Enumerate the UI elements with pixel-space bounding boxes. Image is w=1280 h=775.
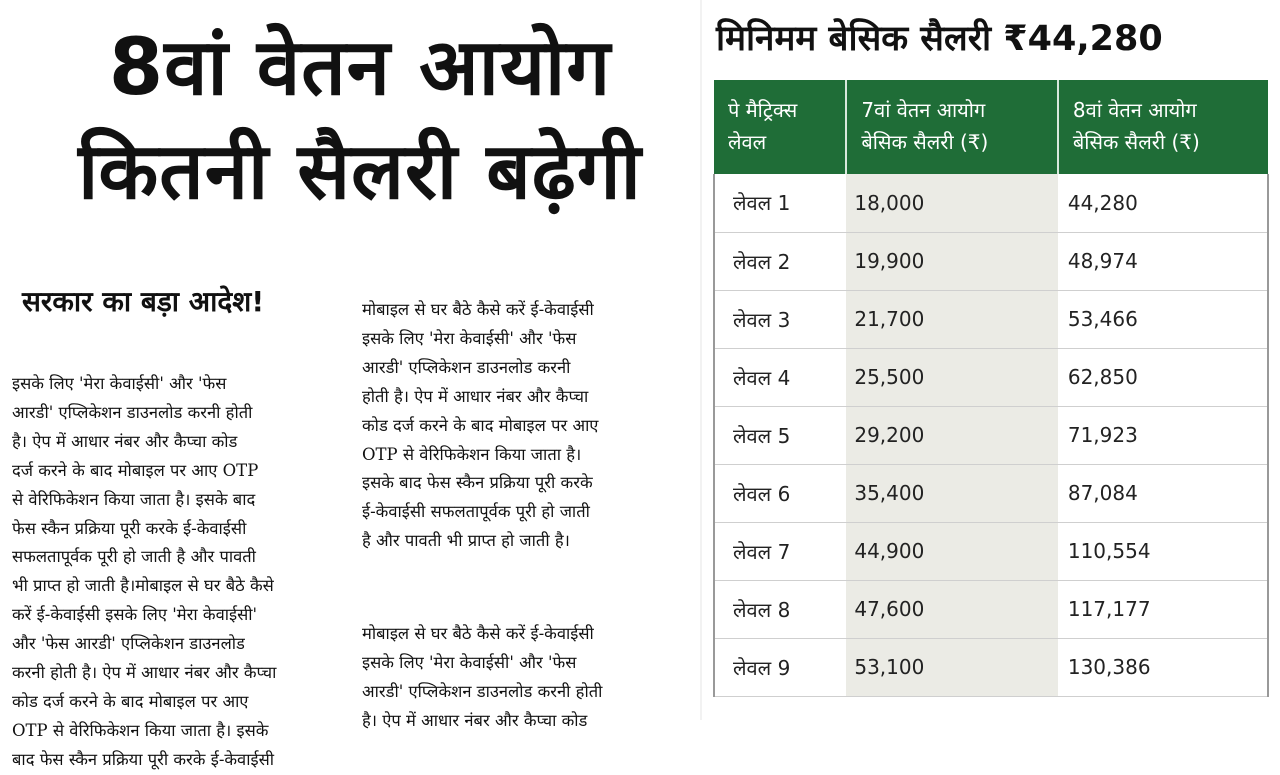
level-cell: लेवल 1 [712, 174, 847, 233]
level-cell: लेवल 5 [712, 406, 847, 465]
column-header: 7वां वेतन आयोग बेसिक सैलरी (₹) [846, 80, 1059, 174]
table-row: लेवल 2 19,900 48,974 [712, 232, 1270, 291]
article-column-2: मोबाइल से घर बैठे कैसे करें ई-केवाईसी इसक… [362, 296, 598, 556]
pay7-cell: 25,500 [846, 348, 1058, 407]
pay8-cell: 117,177 [1057, 580, 1270, 639]
pay8-cell: 53,466 [1057, 290, 1270, 349]
text-line: कोड दर्ज करने के बाद मोबाइल पर आए [362, 415, 599, 435]
level-cell: लेवल 8 [712, 580, 847, 639]
pay7-cell: 35,400 [846, 464, 1058, 523]
level-cell: लेवल 7 [712, 522, 847, 581]
text-line: इसके बाद फेस स्कैन प्रक्रिया पूरी करके [362, 473, 593, 493]
pay7-cell: 18,000 [846, 174, 1058, 233]
text-line: है और पावती भी प्राप्त हो जाती है। [362, 531, 570, 551]
pay7-cell: 44,900 [846, 522, 1058, 581]
text-line: ई-केवाईसी सफलतापूर्वक पूरी हो जाती [362, 502, 590, 522]
subheading: सरकार का बड़ा आदेश! [22, 285, 265, 318]
text-line: इसके लिए 'मेरा केवाईसी' और 'फेस [362, 328, 577, 348]
level-cell: लेवल 9 [712, 638, 847, 697]
text-line: बाद फेस स्कैन प्रक्रिया पूरी करके ई-केवा… [12, 749, 275, 769]
headline-line-1: 8वां वेतन आयोग [108, 23, 612, 113]
level-cell: लेवल 2 [712, 232, 847, 291]
level-cell: लेवल 6 [712, 464, 847, 523]
text-line: दर्ज करने के बाद मोबाइल पर आए OTP [12, 460, 259, 480]
table-row: लेवल 3 21,700 53,466 [712, 290, 1270, 349]
level-cell: लेवल 4 [712, 348, 847, 407]
pay8-cell: 62,850 [1057, 348, 1270, 407]
column-header: पे मैट्रिक्स लेवल [714, 80, 848, 174]
pay7-cell: 53,100 [846, 638, 1058, 697]
article-column-3: मोबाइल से घर बैठे कैसे करें ई-केवाईसी इसक… [362, 620, 602, 736]
column-divider [700, 0, 702, 720]
text-line: मोबाइल से घर बैठे कैसे करें ई-केवाईसी [362, 300, 594, 319]
text-line: है। ऐप में आधार नंबर और कैप्चा कोड [12, 431, 238, 451]
text-line: आरडी' एप्लिकेशन डाउनलोड करनी होती [12, 402, 253, 422]
text-line: फेस स्कैन प्रक्रिया पूरी करके ई-केवाईसी [12, 518, 247, 538]
text-line: OTP से वेरिफिकेशन किया जाता है। [362, 444, 582, 464]
text-line: आरडी' एप्लिकेशन डाउनलोड करनी होती [362, 681, 603, 701]
text-line: से वेरिफिकेशन किया जाता है। इसके बाद [12, 489, 256, 509]
pay7-cell: 29,200 [846, 406, 1058, 465]
pay7-cell: 21,700 [846, 290, 1058, 349]
pay8-cell: 48,974 [1057, 232, 1270, 291]
table-row: लेवल 4 25,500 62,850 [712, 348, 1270, 407]
pay8-cell: 44,280 [1057, 174, 1270, 233]
text-line: OTP से वेरिफिकेशन किया जाता है। इसके [12, 720, 269, 740]
column-header: 8वां वेतन आयोग बेसिक सैलरी (₹) [1057, 80, 1268, 174]
table-row: लेवल 1 18,000 44,280 [712, 174, 1270, 233]
pay8-cell: 71,923 [1057, 406, 1270, 465]
level-cell: लेवल 3 [712, 290, 847, 349]
pay7-cell: 47,600 [846, 580, 1058, 639]
article-column-1: इसके लिए 'मेरा केवाईसी' और 'फेस आरडी' एप्… [12, 370, 276, 775]
text-line: और 'फेस आरडी' एप्लिकेशन डाउनलोड [12, 634, 245, 654]
pay8-cell: 110,554 [1057, 522, 1270, 581]
text-line: कोड दर्ज करने के बाद मोबाइल पर आए [12, 691, 249, 711]
pay8-cell: 130,386 [1057, 638, 1270, 697]
table-row: लेवल 5 29,200 71,923 [712, 406, 1270, 465]
salary-table: पे मैट्रिक्स लेवल 7वां वेतन आयोग बेसिक सै… [712, 80, 1270, 697]
table-header-row: पे मैट्रिक्स लेवल 7वां वेतन आयोग बेसिक सै… [714, 80, 1268, 174]
table-row: लेवल 8 47,600 117,177 [712, 580, 1270, 639]
headline-line-2: कितनी सैलरी बढ़ेगी [78, 127, 642, 217]
text-line: इसके लिए 'मेरा केवाईसी' और 'फेस [12, 374, 227, 393]
text-line: भी प्राप्त हो जाती है।मोबाइल से घर बैठे … [12, 576, 274, 596]
table-row: लेवल 6 35,400 87,084 [712, 464, 1270, 523]
text-line: मोबाइल से घर बैठे कैसे करें ई-केवाईसी [362, 624, 594, 643]
text-line: करनी होती है। ऐप में आधार नंबर और कैप्चा [12, 663, 277, 683]
table-row: लेवल 7 44,900 110,554 [712, 522, 1270, 581]
text-line: है। ऐप में आधार नंबर और कैप्चा कोड [362, 710, 588, 730]
text-line: होती है। ऐप में आधार नंबर और कैप्चा [362, 386, 589, 406]
text-line: इसके लिए 'मेरा केवाईसी' और 'फेस [362, 652, 577, 672]
pay7-cell: 19,900 [846, 232, 1058, 291]
table-title: मिनिमम बेसिक सैलरी ₹44,280 [716, 19, 1163, 59]
text-line: करें ई-केवाईसी इसके लिए 'मेरा केवाईसी' [12, 605, 258, 625]
table-row: लेवल 9 53,100 130,386 [712, 638, 1270, 697]
pay8-cell: 87,084 [1057, 464, 1270, 523]
text-line: सफलतापूर्वक पूरी हो जाती है और पावती [12, 547, 256, 567]
text-line: आरडी' एप्लिकेशन डाउनलोड करनी [362, 357, 571, 377]
